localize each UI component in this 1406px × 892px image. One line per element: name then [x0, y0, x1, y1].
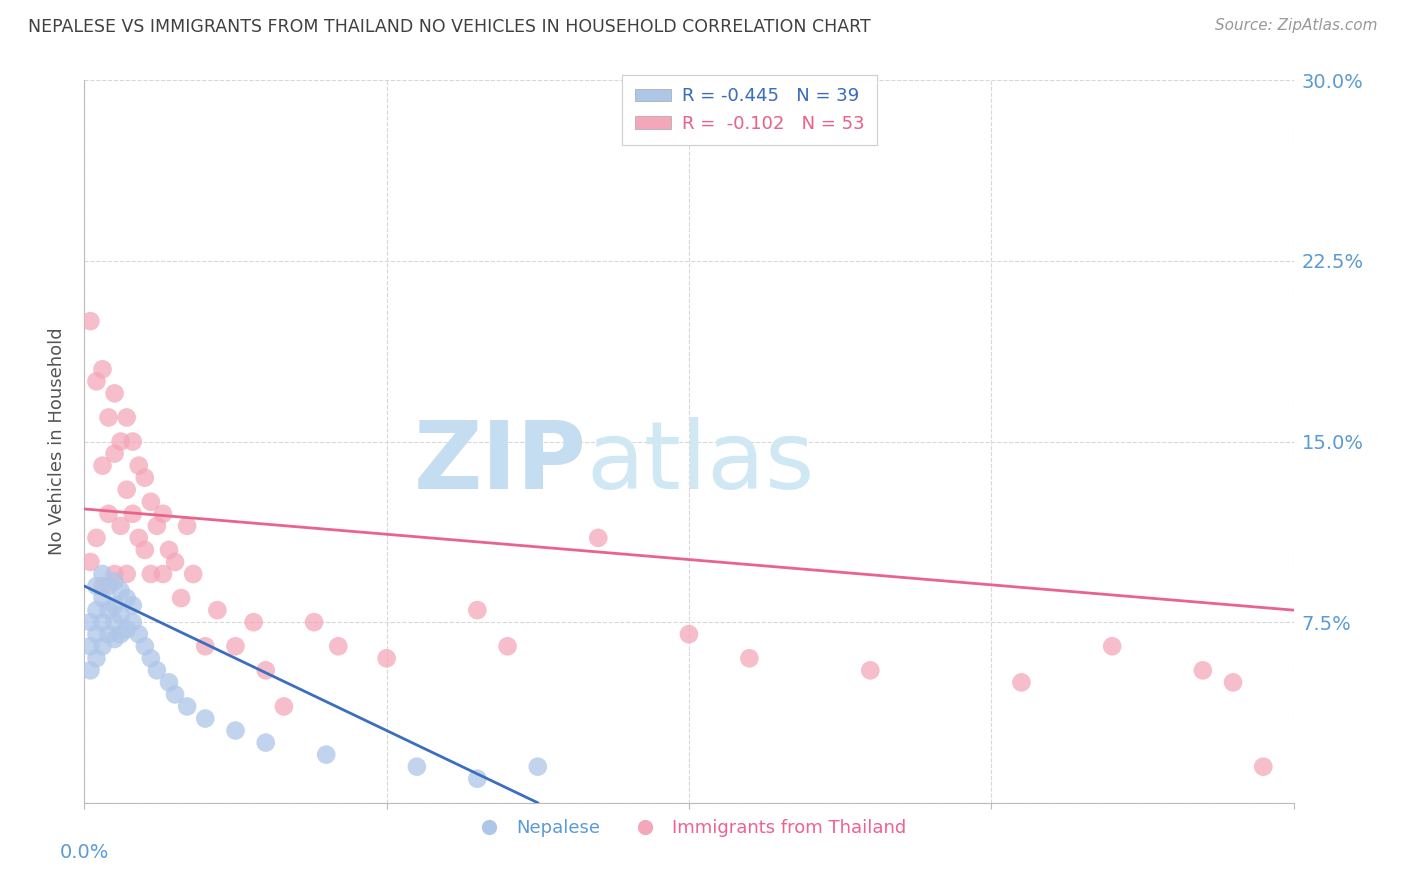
Point [1101, 639, 1123, 653]
Point [91, 615, 114, 630]
Point [254, 735, 277, 749]
Point [91, 579, 114, 593]
Point [110, 518, 132, 533]
Point [121, 615, 143, 630]
Point [678, 627, 700, 641]
Point [104, 567, 127, 582]
Point [91, 458, 114, 473]
Point [165, 555, 187, 569]
Text: atlas: atlas [586, 417, 814, 509]
Point [110, 627, 132, 641]
Point [242, 615, 264, 630]
Point [97, 507, 120, 521]
Point [588, 531, 610, 545]
Point [157, 675, 180, 690]
Point [79, 314, 101, 328]
Point [375, 651, 398, 665]
Point [176, 699, 198, 714]
Point [86, 531, 108, 545]
Point [115, 410, 138, 425]
Point [1192, 664, 1215, 678]
Point [86, 651, 108, 665]
Point [110, 583, 132, 598]
Point [128, 627, 150, 641]
Point [104, 386, 127, 401]
Y-axis label: No Vehicles in Household: No Vehicles in Household [48, 327, 66, 556]
Point [302, 615, 325, 630]
Point [181, 567, 204, 582]
Point [207, 603, 229, 617]
Point [79, 639, 101, 653]
Point [79, 615, 101, 630]
Point [79, 664, 101, 678]
Point [115, 623, 138, 637]
Point [115, 591, 138, 605]
Point [91, 362, 114, 376]
Point [86, 627, 108, 641]
Point [496, 639, 519, 653]
Point [86, 603, 108, 617]
Point [134, 470, 156, 484]
Point [97, 410, 120, 425]
Point [170, 591, 193, 605]
Point [146, 518, 169, 533]
Point [128, 531, 150, 545]
Point [254, 664, 277, 678]
Point [738, 651, 761, 665]
Point [104, 615, 127, 630]
Point [1011, 675, 1033, 690]
Point [121, 507, 143, 521]
Point [194, 712, 217, 726]
Text: ZIP: ZIP [413, 417, 586, 509]
Text: 0.0%: 0.0% [59, 843, 110, 862]
Point [315, 747, 337, 762]
Point [273, 699, 295, 714]
Point [139, 567, 162, 582]
Point [115, 483, 138, 497]
Point [110, 607, 132, 622]
Point [115, 567, 138, 582]
Point [176, 518, 198, 533]
Point [91, 639, 114, 653]
Point [165, 687, 187, 701]
Point [194, 639, 217, 653]
Point [104, 632, 127, 646]
Point [97, 579, 120, 593]
Point [86, 374, 108, 388]
Point [104, 599, 127, 613]
Point [1253, 760, 1275, 774]
Point [139, 651, 162, 665]
Point [225, 723, 247, 738]
Point [467, 603, 489, 617]
Point [406, 760, 429, 774]
Point [152, 507, 174, 521]
Point [157, 542, 180, 557]
Point [104, 446, 127, 460]
Point [79, 555, 101, 569]
Point [859, 664, 882, 678]
Point [104, 574, 127, 589]
Point [121, 434, 143, 449]
Legend: Nepalese, Immigrants from Thailand: Nepalese, Immigrants from Thailand [464, 812, 914, 845]
Point [1222, 675, 1244, 690]
Point [97, 627, 120, 641]
Point [110, 434, 132, 449]
Point [91, 567, 114, 582]
Point [86, 579, 108, 593]
Point [225, 639, 247, 653]
Point [146, 664, 169, 678]
Point [328, 639, 350, 653]
Point [527, 760, 550, 774]
Point [467, 772, 489, 786]
Point [128, 458, 150, 473]
Point [134, 542, 156, 557]
Point [97, 603, 120, 617]
Point [91, 591, 114, 605]
Point [152, 567, 174, 582]
Point [134, 639, 156, 653]
Text: Source: ZipAtlas.com: Source: ZipAtlas.com [1215, 18, 1378, 33]
Point [139, 494, 162, 508]
Text: NEPALESE VS IMMIGRANTS FROM THAILAND NO VEHICLES IN HOUSEHOLD CORRELATION CHART: NEPALESE VS IMMIGRANTS FROM THAILAND NO … [28, 18, 870, 36]
Point [121, 599, 143, 613]
